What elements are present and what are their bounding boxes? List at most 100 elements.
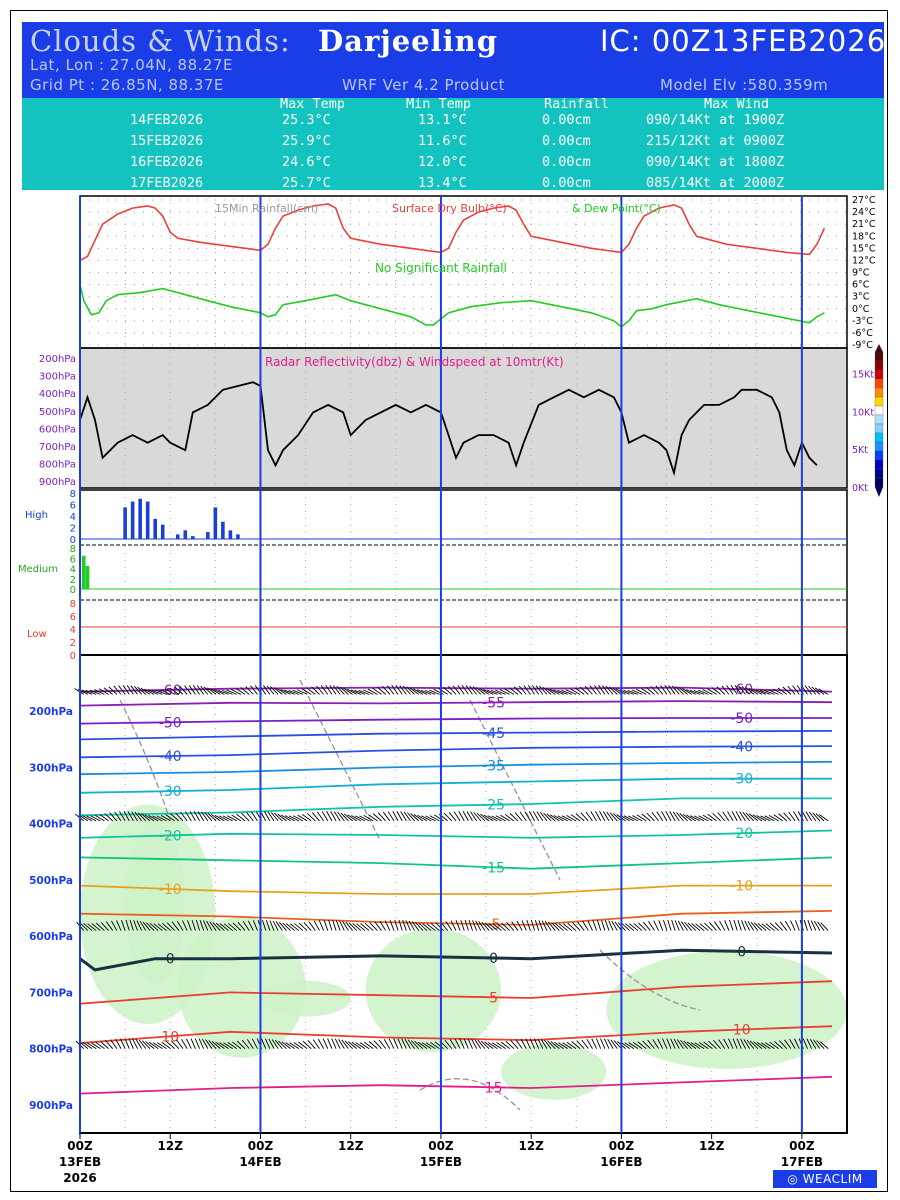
wind-barb [801,811,808,822]
wind-barb [612,813,622,822]
wind-barb [465,685,473,695]
wind-barb [382,811,391,822]
wind-barb [115,1038,122,1049]
wind-barb [241,1039,250,1049]
wind-barb [127,811,134,822]
wind-barb [156,689,167,695]
isotherm-line [79,717,832,725]
wind-barb [745,686,755,695]
wind-barb [322,1038,329,1049]
high-cloud-bar [236,534,240,539]
x-tick-label: 00Z [428,1139,454,1153]
wind-barb [638,922,647,931]
wind-barb [372,687,382,695]
wind-barb [716,686,726,695]
wind-barb [298,922,308,931]
wind-barb [443,687,453,695]
wind-barb [743,1039,751,1049]
wind-barb [602,811,610,822]
wind-barb [342,920,349,931]
windspeed-tick-label: 10Kt [852,407,874,418]
wind-barb [678,687,688,695]
wind-barb [582,920,589,931]
wind-barb [105,921,114,931]
wind-barb [605,685,614,695]
wind-barb [367,688,378,695]
wind-barb [100,922,109,931]
wind-barb [807,920,813,931]
wind-barb [447,686,457,695]
colorbar-swatch [874,360,884,371]
wind-barb [330,811,337,822]
wind-barb [401,1038,407,1049]
wind-barb [394,919,399,931]
wind-barb [627,815,639,822]
wind-barb [120,1038,126,1049]
wind-barb [90,815,101,822]
isotherm-line [79,856,833,870]
wind-barb [631,689,643,695]
outer-frame [10,10,888,1192]
wind-barb [577,921,585,931]
colorbar-swatch [874,396,884,407]
wind-barb [601,919,606,931]
wind-barb [307,1040,316,1049]
wind-barb [105,1040,114,1049]
stats-row-date: 17FEB2026 [130,175,204,191]
wind-barb [264,1038,271,1049]
wind-barb [252,920,258,931]
wind-barb [236,1040,246,1049]
humidity-contour [419,1078,521,1111]
wind-barb [474,1039,482,1049]
low-label: Low [27,629,47,640]
wind-barb [383,1038,391,1049]
wind-barb [211,814,221,822]
temp-tick-label: 24°C [852,207,876,218]
wind-barb [209,921,217,931]
wind-barb [733,919,738,931]
wind-barb [764,815,775,822]
wind-barb [142,921,151,931]
wind-barb [95,1041,105,1050]
wind-barb [719,920,726,931]
wind-barb [690,815,701,822]
wind-barb [274,1039,283,1049]
stats-row-date: 14FEB2026 [130,112,204,128]
wind-barb [147,689,159,695]
wind-barb [210,688,221,695]
cloud-tick-label: 4 [70,512,76,523]
wind-barb [160,689,171,695]
wind-barb [377,686,386,695]
wind-barb [207,687,217,695]
wind-barb [226,689,237,695]
wind-barb [402,685,411,695]
wind-barb [351,815,362,822]
wind-barb [157,923,167,931]
wind-barb [636,688,647,695]
wind-barb [553,815,564,822]
wind-barb [768,814,779,822]
wind-barb [702,814,713,822]
wind-barb [81,689,93,695]
wind-barb [145,1041,155,1049]
wind-barb [558,923,568,931]
wind-barb [136,920,143,931]
wind-barb [658,920,664,931]
temp-title-rain: 15Min Rainfall(cm) [215,202,318,215]
wind-barb [686,814,697,822]
wind-barb [396,811,403,822]
temp-tick-label: 27°C [852,195,876,206]
wind-barb [184,685,192,695]
wind-barb [303,922,312,931]
wind-barb [268,1038,275,1049]
isotherm-line [79,700,833,707]
wind-barb [717,812,726,822]
wind-barb [814,687,825,695]
wind-barb [480,813,490,822]
wind-barb [691,923,701,931]
wind-barb [240,687,250,695]
wind-barb [598,685,606,695]
wind-barb [614,921,622,931]
wind-barb [706,688,717,695]
wind-barb [712,813,721,822]
